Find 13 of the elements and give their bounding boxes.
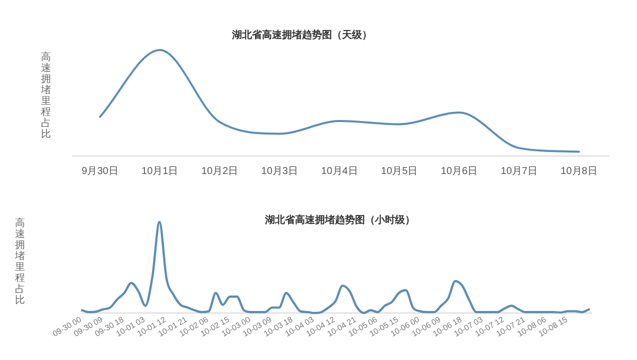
x-tick-label: 9月30日 (82, 166, 118, 177)
chart-title: 湖北省高速拥堵趋势图（天级） (231, 29, 372, 41)
x-tick-label: 10月5日 (381, 166, 418, 177)
y-axis-title: 高速拥堵里程占比 (14, 217, 25, 306)
chart-title: 湖北省高速拥堵趋势图（小时级） (264, 214, 415, 226)
x-tick-label: 10月8日 (560, 166, 598, 177)
x-tick-label: 10月2日 (201, 166, 238, 177)
x-tick-label: 10月7日 (500, 166, 538, 177)
y-axis-title: 高速拥堵里程占比 (40, 51, 51, 140)
x-tick-label: 10月1日 (142, 166, 178, 177)
x-tick-label: 10月3日 (261, 166, 298, 177)
x-tick-label: 10月6日 (440, 166, 478, 177)
x-tick-label: 10月4日 (321, 166, 358, 177)
